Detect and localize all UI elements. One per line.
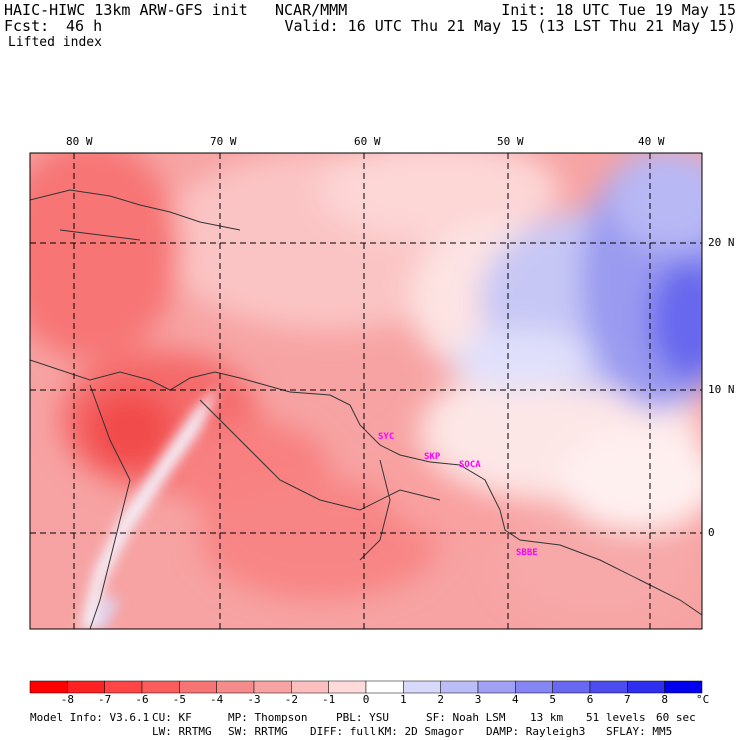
fcst-value: 46 h — [66, 17, 103, 35]
colorbar-tick-label: -8 — [60, 693, 74, 706]
colorbar-tick-label: 6 — [586, 693, 594, 706]
org-label: NCAR/MMM — [275, 1, 348, 19]
sw-scheme: SW: RRTMG — [228, 725, 288, 738]
colorbar-swatch — [291, 680, 329, 694]
colorbar-swatch — [179, 680, 217, 694]
colorbar-tick-label: 2 — [437, 693, 444, 706]
site-label-sbbe: SBBE — [516, 548, 538, 558]
mp-scheme: MP: Thompson — [228, 711, 308, 724]
colorbar-swatch — [515, 680, 553, 694]
coastlines — [30, 189, 702, 629]
model-title: HAIC-HIWC 13km ARW-GFS init — [4, 1, 248, 19]
colorbar-tick-label: 4 — [512, 693, 519, 706]
lat-label-20n: 20 N — [708, 236, 735, 249]
fcst-label: Fcst: — [4, 17, 50, 35]
colorbar-swatch — [29, 680, 68, 694]
colorbar-swatch — [253, 680, 292, 694]
vertical-levels: 51 levels — [586, 711, 646, 724]
valid-time: Valid: 16 UTC Thu 21 May 15 (13 LST Thu … — [284, 17, 736, 35]
colorbar-swatch — [67, 680, 105, 694]
colorbar-tick-label: -3 — [247, 693, 261, 706]
site-label-skp: SKP — [424, 452, 441, 462]
lat-label-10n: 10 N — [708, 383, 735, 396]
colorbar-swatch — [216, 680, 255, 694]
lon-label-50w: 50 W — [497, 135, 524, 148]
colorbar-swatch — [141, 680, 180, 694]
colorbar-tick-label: 5 — [549, 693, 556, 706]
lon-label-40w: 40 W — [638, 135, 665, 148]
colorbar-swatch — [664, 680, 703, 694]
lon-label-80w: 80 W — [66, 135, 93, 148]
time-step: 60 sec — [656, 711, 696, 724]
damp-option: DAMP: Rayleigh3 — [486, 725, 586, 738]
colorbar-tick-label: -6 — [135, 693, 149, 706]
km-option: KM: 2D Smagor — [378, 725, 465, 738]
colorbar-swatch — [552, 680, 591, 694]
model-info: Model Info: V3.6.1 — [30, 711, 150, 724]
colorbar-swatch — [328, 680, 367, 694]
lat-lon-grid — [30, 153, 702, 629]
colorbar-tick-label: -1 — [322, 693, 336, 706]
colorbar-tick-label: -4 — [210, 693, 224, 706]
diff-option: DIFF: full — [310, 725, 377, 738]
map-frame — [29, 152, 703, 630]
field-shading — [30, 153, 702, 629]
colorbar-tick-label: -7 — [98, 693, 112, 706]
colorbar-swatch — [365, 680, 404, 694]
colorbar-tick-label: -5 — [172, 693, 186, 706]
colorbar-tick-label: 7 — [624, 693, 631, 706]
colorbar-tick-label: -2 — [284, 693, 298, 706]
colorbar-swatch — [403, 680, 441, 694]
lat-label-0: 0 — [708, 526, 715, 539]
site-label-syc: SYC — [378, 432, 395, 442]
lon-label-60w: 60 W — [354, 135, 381, 148]
colorbar-swatch — [440, 680, 479, 694]
colorbar-swatch — [477, 680, 516, 694]
colorbar-tick-label: 1 — [400, 693, 407, 706]
init-time: Init: 18 UTC Tue 19 May 15 — [501, 1, 736, 19]
field-name: Lifted index — [8, 35, 102, 50]
lw-scheme: LW: RRTMG — [152, 725, 212, 738]
colorbar-swatch — [589, 680, 628, 694]
site-label-soca: SOCA — [459, 460, 481, 470]
colorbar-swatch — [627, 680, 665, 694]
lon-label-70w: 70 W — [210, 135, 237, 148]
grid-spacing: 13 km — [530, 711, 564, 724]
colorbar — [29, 680, 703, 694]
colorbar-unit: °C — [696, 693, 710, 706]
cu-scheme: CU: KF — [152, 711, 192, 724]
colorbar-swatch — [104, 680, 143, 694]
sflay-option: SFLAY: MM5 — [606, 725, 673, 738]
sf-scheme: SF: Noah LSM — [426, 711, 506, 724]
colorbar-tick-label: 3 — [474, 693, 482, 706]
colorbar-tick-label: 0 — [362, 693, 370, 706]
pbl-scheme: PBL: YSU — [336, 711, 389, 724]
colorbar-tick-label: 8 — [661, 693, 668, 706]
